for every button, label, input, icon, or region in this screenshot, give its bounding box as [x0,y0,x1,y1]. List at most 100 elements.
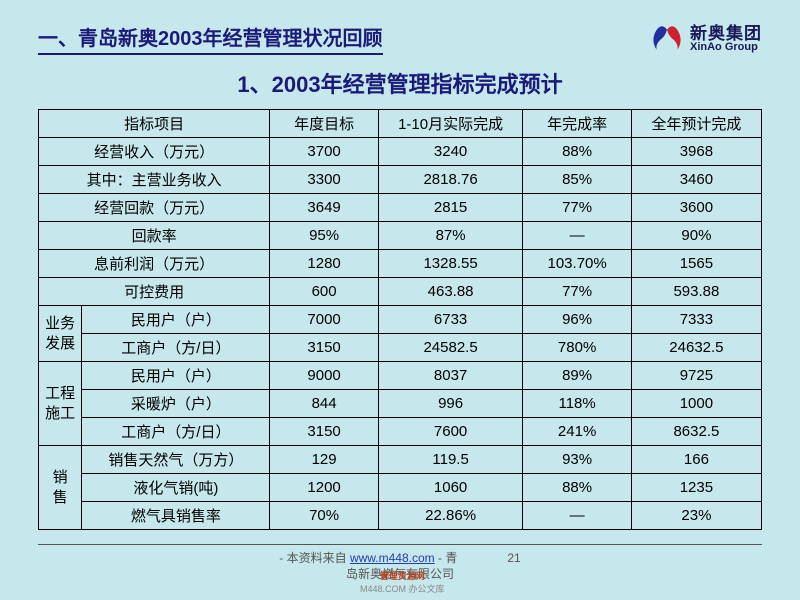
table-row: 回款率95%87%—90% [39,222,762,250]
table-cell: 3700 [270,138,378,166]
table-cell: 3150 [270,418,378,446]
logo: 新奥集团 XinAo Group [650,24,762,54]
table-cell: 3150 [270,334,378,362]
table-cell: 70% [270,502,378,530]
category-cell: 工程施工 [39,362,82,446]
table-row: 采暖炉（户）844996118%1000 [39,390,762,418]
table-row: 工商户（方/日）315024582.5780%24632.5 [39,334,762,362]
table-cell: 103.70% [523,250,631,278]
table-cell: 593.88 [631,278,761,306]
table-cell: 7000 [270,306,378,334]
table-cell: 780% [523,334,631,362]
table-cell: 2815 [378,194,523,222]
table-row: 可控费用600463.8877%593.88 [39,278,762,306]
table-cell: 77% [523,278,631,306]
table-header-cell: 全年预计完成 [631,110,761,138]
table-row: 业务发展民用户（户）7000673396%7333 [39,306,762,334]
table-cell: 采暖炉（户） [82,390,270,418]
page-number: 21 [507,551,520,565]
table-row: 工商户（方/日）31507600241%8632.5 [39,418,762,446]
table-row: 经营收入（万元）3700324088%3968 [39,138,762,166]
table-cell: 经营收入（万元） [39,138,270,166]
table-cell: 3600 [631,194,761,222]
table-header-cell: 年完成率 [523,110,631,138]
table-cell: 3649 [270,194,378,222]
data-table: 指标项目年度目标1-10月实际完成年完成率全年预计完成经营收入（万元）37003… [38,109,762,530]
table-cell: 24582.5 [378,334,523,362]
table-header-cell: 指标项目 [39,110,270,138]
table-row: 经营回款（万元）3649281577%3600 [39,194,762,222]
table-cell: 90% [631,222,761,250]
table-cell: 工商户（方/日） [82,334,270,362]
table-header-cell: 1-10月实际完成 [378,110,523,138]
table-cell: 可控费用 [39,278,270,306]
table-cell: 9725 [631,362,761,390]
category-cell: 业务发展 [39,306,82,362]
logo-english: XinAo Group [690,42,762,53]
table-cell: 88% [523,138,631,166]
table-cell: 85% [523,166,631,194]
table-cell: 24632.5 [631,334,761,362]
table-cell: 118% [523,390,631,418]
table-row: 销售销售天然气（万方）129119.593%166 [39,446,762,474]
slide-content: 一、青岛新奥2003年经营管理状况回顾 新奥集团 XinAo Group 1、2… [0,0,800,530]
table-cell: 93% [523,446,631,474]
table-cell: 液化气销(吨) [82,474,270,502]
table-cell: 8037 [378,362,523,390]
table-row: 其中：主营业务收入33002818.7685%3460 [39,166,762,194]
table-cell: 民用户（户） [82,362,270,390]
table-cell: 民用户（户） [82,306,270,334]
table-cell: 1000 [631,390,761,418]
table-cell: 经营回款（万元） [39,194,270,222]
table-cell: 600 [270,278,378,306]
table-cell: 166 [631,446,761,474]
table-cell: 1060 [378,474,523,502]
table-header-cell: 年度目标 [270,110,378,138]
table-row: 液化气销(吨)1200106088%1235 [39,474,762,502]
table-row: 燃气具销售率70%22.86%—23% [39,502,762,530]
page-title: 一、青岛新奥2003年经营管理状况回顾 [38,22,383,55]
table-cell: 3968 [631,138,761,166]
table-cell: 1235 [631,474,761,502]
subtitle: 1、2003年经营管理指标完成预计 [38,67,762,99]
table-cell: 1280 [270,250,378,278]
table-cell: 241% [523,418,631,446]
category-cell: 销售 [39,446,82,530]
table-cell: 其中：主营业务收入 [39,166,270,194]
footer-source: - 本资料来自 www.m448.com - 青 [279,549,457,566]
table-cell: 6733 [378,306,523,334]
table-cell: 22.86% [378,502,523,530]
table-cell: — [523,222,631,250]
table-cell: 3460 [631,166,761,194]
table-cell: — [523,502,631,530]
table-cell: 工商户（方/日） [82,418,270,446]
table-cell: 2818.76 [378,166,523,194]
table-cell: 119.5 [378,446,523,474]
table-cell: 1565 [631,250,761,278]
watermark-stamp: 管理资源网 M448.COM 办公文库 [360,569,445,595]
logo-text: 新奥集团 XinAo Group [690,25,762,53]
table-cell: 燃气具销售率 [82,502,270,530]
header-row: 一、青岛新奥2003年经营管理状况回顾 新奥集团 XinAo Group [38,22,762,55]
table-cell: 1200 [270,474,378,502]
table-cell: 7333 [631,306,761,334]
table-cell: 463.88 [378,278,523,306]
footer-link[interactable]: www.m448.com [350,551,435,565]
table-header-row: 指标项目年度目标1-10月实际完成年完成率全年预计完成 [39,110,762,138]
table-cell: 996 [378,390,523,418]
table-cell: 1328.55 [378,250,523,278]
table-row: 息前利润（万元）12801328.55103.70%1565 [39,250,762,278]
table-cell: 88% [523,474,631,502]
table-cell: 3300 [270,166,378,194]
table-cell: 3240 [378,138,523,166]
table-cell: 77% [523,194,631,222]
table-cell: 回款率 [39,222,270,250]
table-cell: 96% [523,306,631,334]
table-cell: 89% [523,362,631,390]
table-cell: 销售天然气（万方） [82,446,270,474]
table-cell: 87% [378,222,523,250]
table-cell: 息前利润（万元） [39,250,270,278]
table-cell: 95% [270,222,378,250]
table-cell: 9000 [270,362,378,390]
table-cell: 129 [270,446,378,474]
